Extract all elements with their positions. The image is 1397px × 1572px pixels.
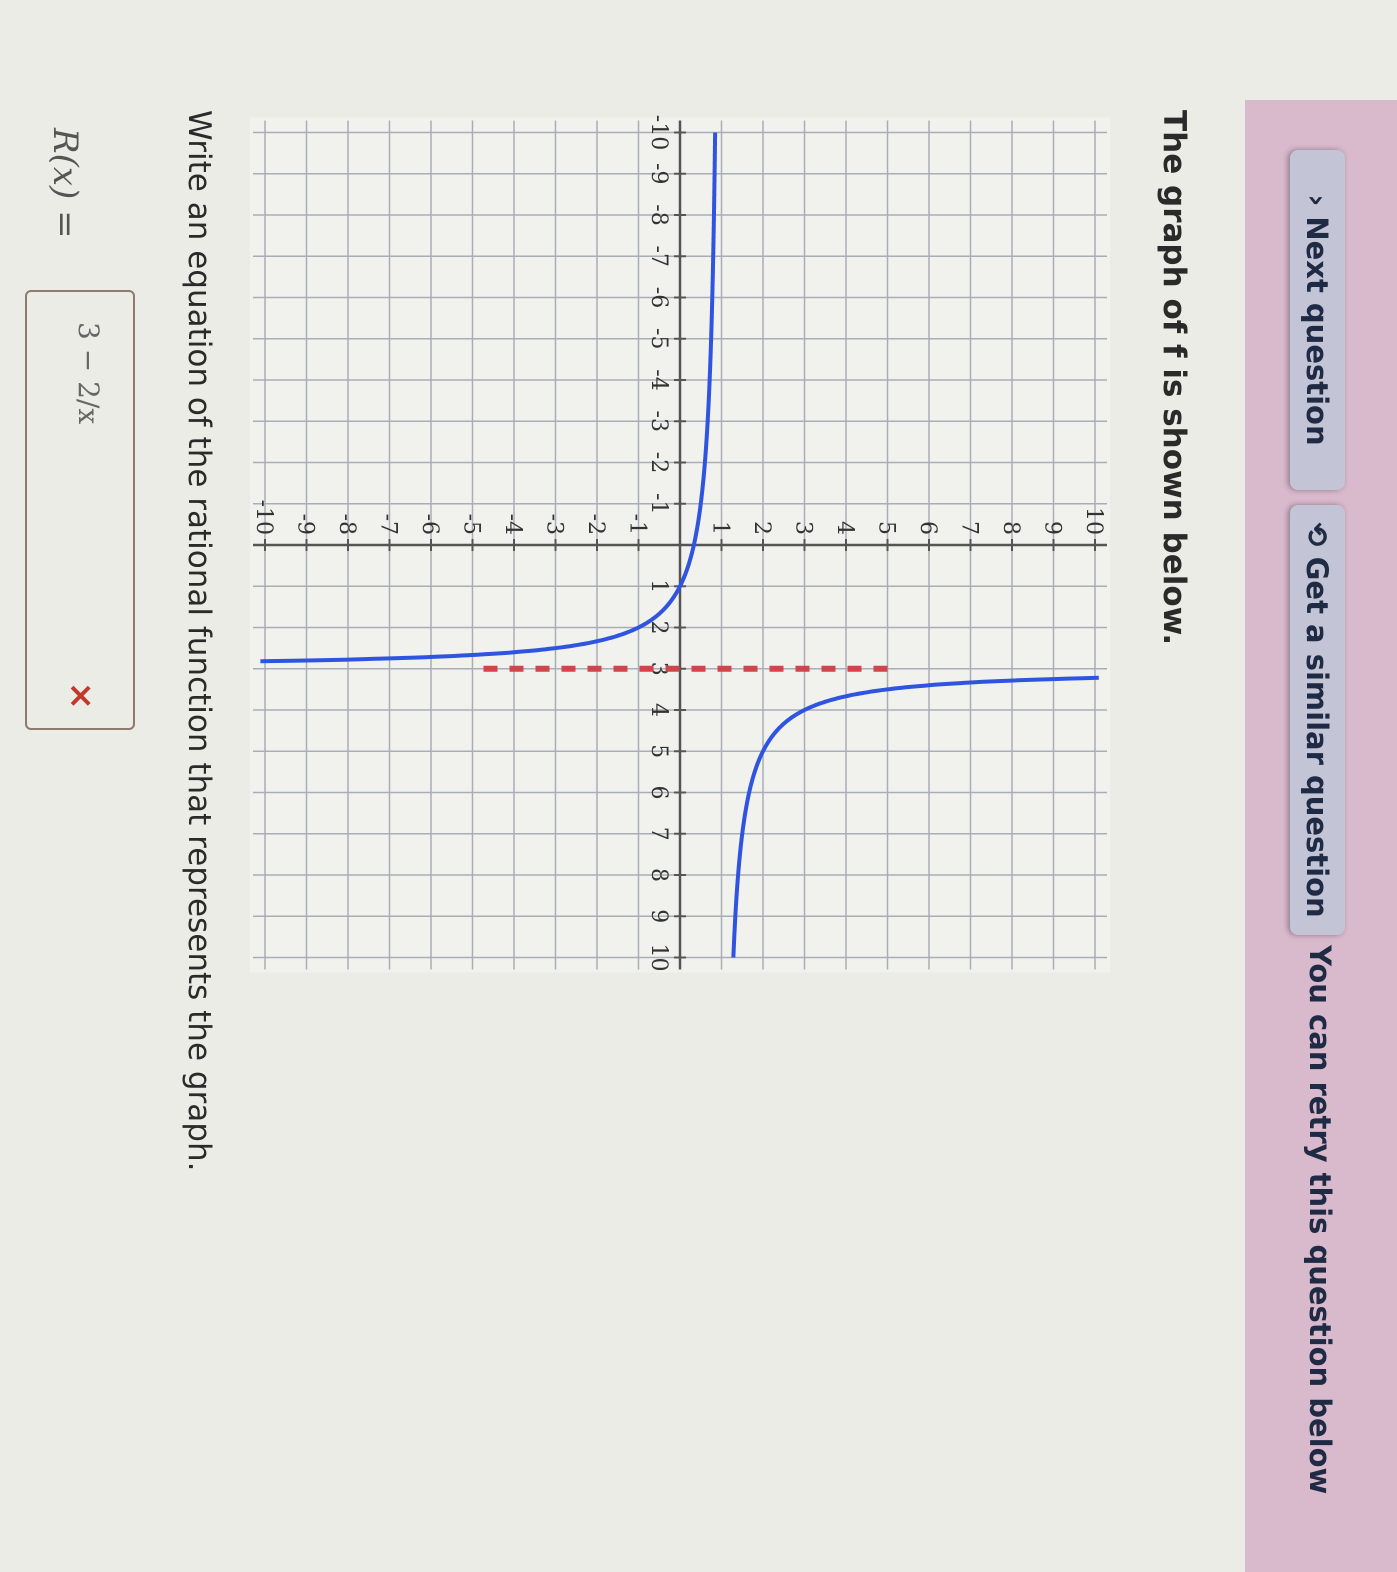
retry-message: You can retry this question below bbox=[1303, 945, 1337, 1495]
y-tick-label: -8 bbox=[334, 514, 359, 535]
x-tick-label: -6 bbox=[646, 287, 671, 308]
y-tick-label: -10 bbox=[251, 500, 276, 535]
y-tick-label: 10 bbox=[1081, 507, 1106, 535]
y-tick-label: 8 bbox=[998, 521, 1023, 535]
answer-input[interactable]: 3 − 2/x × bbox=[25, 290, 135, 730]
y-tick-label: -6 bbox=[417, 514, 442, 535]
y-tick-label: 3 bbox=[791, 521, 816, 535]
y-tick-label: -5 bbox=[459, 514, 484, 535]
function-label: R(x) = bbox=[45, 128, 85, 239]
y-tick-label: 1 bbox=[708, 521, 733, 535]
answer-value: 3 − 2/x bbox=[72, 322, 105, 425]
x-tick-label: 1 bbox=[646, 579, 671, 593]
y-tick-label: -1 bbox=[625, 514, 650, 535]
x-tick-label: -1 bbox=[646, 493, 671, 514]
x-tick-label: 5 bbox=[646, 744, 671, 758]
x-tick-label: -2 bbox=[646, 452, 671, 473]
y-tick-label: 6 bbox=[915, 521, 940, 535]
curve-left-branch bbox=[260, 132, 718, 664]
y-tick-label: 9 bbox=[1040, 521, 1065, 535]
x-tick-label: 3 bbox=[646, 662, 671, 676]
x-tick-label: 8 bbox=[646, 868, 671, 882]
x-tick-label: 2 bbox=[646, 621, 671, 635]
y-tick-label: -9 bbox=[293, 514, 318, 535]
x-tick-label: -5 bbox=[646, 328, 671, 349]
x-tick-label: 10 bbox=[646, 944, 671, 972]
question-title: The graph of f is shown below. bbox=[1156, 110, 1192, 646]
x-tick-label: 6 bbox=[646, 786, 671, 800]
x-tick-label: -9 bbox=[646, 163, 671, 184]
x-tick-label: -4 bbox=[646, 369, 671, 390]
x-tick-label: 4 bbox=[646, 703, 671, 717]
refresh-icon: ⟲ bbox=[1300, 522, 1335, 547]
y-tick-label: 5 bbox=[874, 521, 899, 535]
curve-right-branch bbox=[731, 675, 1099, 958]
y-tick-label: -2 bbox=[583, 514, 608, 535]
x-tick-label: -8 bbox=[646, 204, 671, 225]
y-tick-label: -3 bbox=[542, 514, 567, 535]
x-tick-label: 7 bbox=[646, 827, 671, 841]
similar-question-label: Get a similar question bbox=[1300, 556, 1335, 918]
similar-question-button[interactable]: ⟲ Get a similar question bbox=[1290, 505, 1345, 935]
x-tick-label: -3 bbox=[646, 411, 671, 432]
x-tick-label: -10 bbox=[646, 115, 671, 150]
x-tick-label: -7 bbox=[646, 246, 671, 267]
next-question-label: Next question bbox=[1300, 216, 1335, 446]
next-question-button[interactable]: › Next question bbox=[1290, 150, 1345, 490]
y-tick-label: -4 bbox=[500, 514, 525, 535]
chevron-right-icon: › bbox=[1300, 194, 1335, 207]
incorrect-icon: × bbox=[61, 681, 101, 711]
question-prompt: Write an equation of the rational functi… bbox=[181, 110, 217, 1172]
x-tick-label: 9 bbox=[646, 909, 671, 923]
y-tick-label: 4 bbox=[832, 521, 857, 535]
y-tick-label: 2 bbox=[749, 521, 774, 535]
y-tick-label: -7 bbox=[376, 514, 401, 535]
y-tick-label: 7 bbox=[957, 521, 982, 535]
